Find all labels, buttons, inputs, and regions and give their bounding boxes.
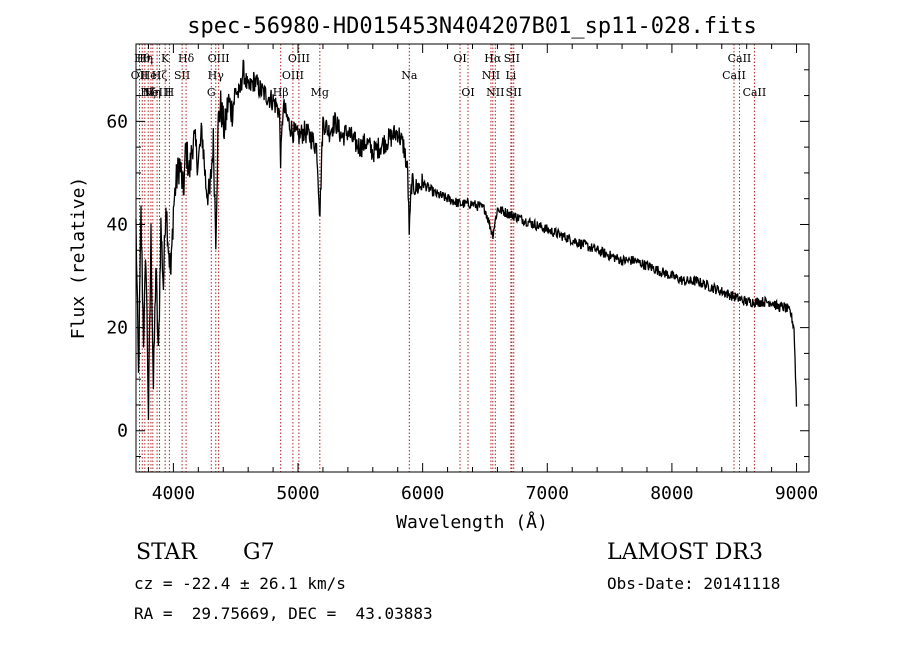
line-label: Hγ [208, 69, 225, 82]
line-label: NeIII [142, 86, 171, 99]
y-tick-label: 40 [106, 214, 128, 235]
spectrum-line [135, 59, 798, 421]
line-label: CaII [728, 52, 752, 65]
line-label: Hα [484, 52, 502, 65]
x-tick-label: 5000 [276, 483, 319, 504]
line-label: Hζ [152, 69, 168, 82]
line-label: OIII [288, 52, 310, 65]
line-label: CaII [743, 86, 767, 99]
y-tick-label: 20 [106, 318, 128, 339]
line-label: Na [401, 69, 418, 82]
line-label: OII [131, 69, 149, 82]
subclass: G7 [243, 540, 275, 565]
line-label: Mg [311, 86, 329, 99]
x-tick-label: 8000 [650, 483, 693, 504]
line-markers [138, 44, 755, 472]
line-label: Hθ [134, 52, 151, 65]
survey-name: LAMOST DR3 [607, 540, 763, 565]
line-label: Hζ [140, 86, 156, 99]
x-tick-label: 9000 [775, 483, 818, 504]
line-label: Hη [137, 52, 153, 65]
line-label: OI [461, 86, 474, 99]
obs-date: Obs-Date: 20141118 [607, 574, 781, 593]
x-tick-label: 7000 [526, 483, 569, 504]
line-label: NII [482, 69, 500, 82]
y-axis-label: Flux (relative) [68, 177, 89, 340]
line-label: CaII [722, 69, 746, 82]
line-label: H [165, 86, 175, 99]
line-label: G [207, 86, 216, 99]
line-label: K [161, 52, 170, 65]
chart-title: spec-56980-HD015453N404207B01_sp11-028.f… [187, 14, 757, 39]
line-label: OIII [208, 52, 230, 65]
line-labels: OIIHθHηHζHeIHηNeIIIHζKHSIIHδGHγOIIIHβOII… [131, 52, 767, 99]
x-axis: 4000 5000 6000 7000 8000 9000 [147, 44, 818, 504]
x-tick-label: 6000 [401, 483, 444, 504]
y-tick-label: 0 [117, 421, 128, 442]
line-label: OI [453, 52, 466, 65]
line-label: SII [504, 52, 520, 65]
line-label: SII [506, 86, 522, 99]
line-label: SII [174, 69, 190, 82]
line-label: OIII [282, 69, 304, 82]
plot-frame [135, 43, 810, 473]
line-label: Hβ [273, 86, 289, 99]
y-axis: 0 20 40 60 [106, 43, 809, 458]
line-label: Hδ [178, 52, 195, 65]
y-tick-label: 60 [106, 111, 128, 132]
object-type: STAR [136, 540, 197, 565]
line-label: Li [505, 69, 516, 82]
line-label: NII [486, 86, 504, 99]
redshift-cz: cz = -22.4 ± 26.1 km/s [134, 574, 346, 593]
line-label: Hη [145, 86, 161, 99]
ra-dec: RA = 29.75669, DEC = 43.03883 [134, 604, 433, 623]
line-label: HeI [141, 69, 161, 82]
x-tick-label: 4000 [152, 483, 195, 504]
x-axis-label: Wavelength (Å) [396, 511, 548, 533]
